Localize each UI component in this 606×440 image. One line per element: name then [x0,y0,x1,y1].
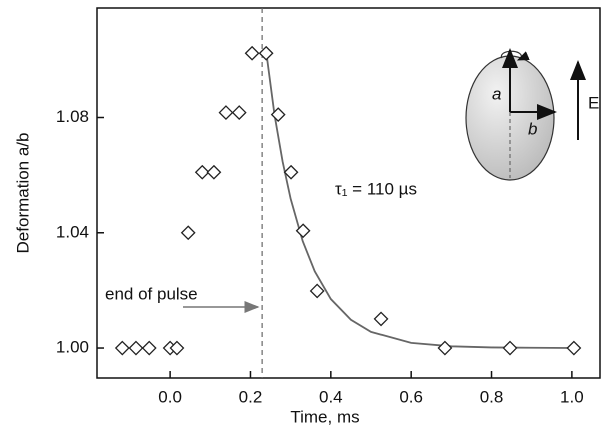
inset-label: a [492,84,501,103]
annotation: τ₁ = 110 µs [335,179,417,198]
x-tick-label: 0.4 [319,387,343,406]
data-point [141,340,157,356]
data-point [206,164,222,180]
data-point [566,340,582,356]
y-tick-label: 1.00 [56,338,89,357]
data-point [231,105,247,121]
data-point [194,164,210,180]
data-point [502,340,518,356]
plot-frame [96,7,601,379]
x-tick-label: 0.0 [158,387,182,406]
inset-label: E [588,93,599,112]
x-tick-label: 0.8 [480,387,504,406]
data-point [373,311,389,327]
inset-diagram: a b E [465,48,599,181]
data-point [180,225,196,241]
data-point [258,45,274,61]
annotation: end of pulse [105,284,198,303]
data-point [244,45,260,61]
data-point [283,164,299,180]
x-tick-label: 0.6 [399,387,423,406]
x-tick-label: 1.0 [560,387,584,406]
y-axis-label: Deformation a/b [13,133,32,254]
y-tick-label: 1.08 [56,107,89,126]
y-tick-label: 1.04 [56,222,89,241]
data-point [218,105,234,121]
inset-label: b [528,119,537,138]
x-tick-label: 0.2 [239,387,263,406]
fit-line [265,54,572,349]
data-point [114,340,130,356]
data-point [309,283,325,299]
data-point [270,107,286,123]
data-point [437,340,453,356]
data-point [169,340,185,356]
data-point [295,223,311,239]
x-axis-label: Time, ms [290,407,359,426]
data-point [128,340,144,356]
